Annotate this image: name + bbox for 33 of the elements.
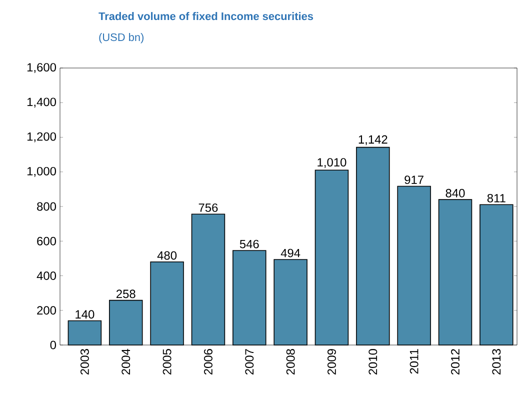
y-tick-label: 1,600 — [27, 63, 56, 73]
y-tick-label: 1,200 — [27, 132, 56, 142]
data-label: 1,010 — [318, 158, 346, 168]
data-label: 1,142 — [358, 135, 388, 146]
chart-title: Traded volume of fixed Income securities — [98, 12, 314, 20]
x-tick-label: 2012 — [451, 349, 460, 375]
y-tick-label: 800 — [37, 202, 56, 211]
data-label: 480 — [157, 251, 177, 260]
x-tick-label: 2004 — [122, 348, 130, 375]
y-tick-label: 600 — [37, 236, 56, 246]
x-tick-label: 2005 — [162, 349, 172, 375]
x-tick-label: 2013 — [492, 349, 501, 375]
data-label: 811 — [487, 194, 506, 202]
chart-subtitle: (USD bn) — [99, 33, 144, 44]
y-tick-label: 400 — [36, 272, 56, 280]
x-tick-label: 2007 — [245, 349, 254, 375]
x-tick-label: 2011 — [410, 349, 418, 374]
x-tick-label: 2003 — [80, 349, 89, 375]
y-tick-label: 0 — [50, 340, 56, 350]
data-label: 140 — [76, 310, 94, 319]
y-tick-label: 200 — [37, 306, 56, 315]
x-tick-label: 2009 — [328, 349, 336, 375]
data-label: 917 — [404, 176, 424, 184]
x-tick-label: 2006 — [204, 349, 212, 375]
y-tick-label: 1,000 — [27, 166, 56, 177]
data-label: 756 — [198, 203, 218, 212]
x-tick-label: 2010 — [368, 348, 378, 375]
x-tick-label: 2008 — [286, 349, 295, 375]
data-label: 258 — [116, 290, 136, 298]
data-label: 840 — [446, 188, 465, 198]
data-label: 494 — [280, 248, 300, 258]
data-label: 546 — [240, 240, 259, 248]
y-tick-label: 1,400 — [27, 98, 56, 108]
